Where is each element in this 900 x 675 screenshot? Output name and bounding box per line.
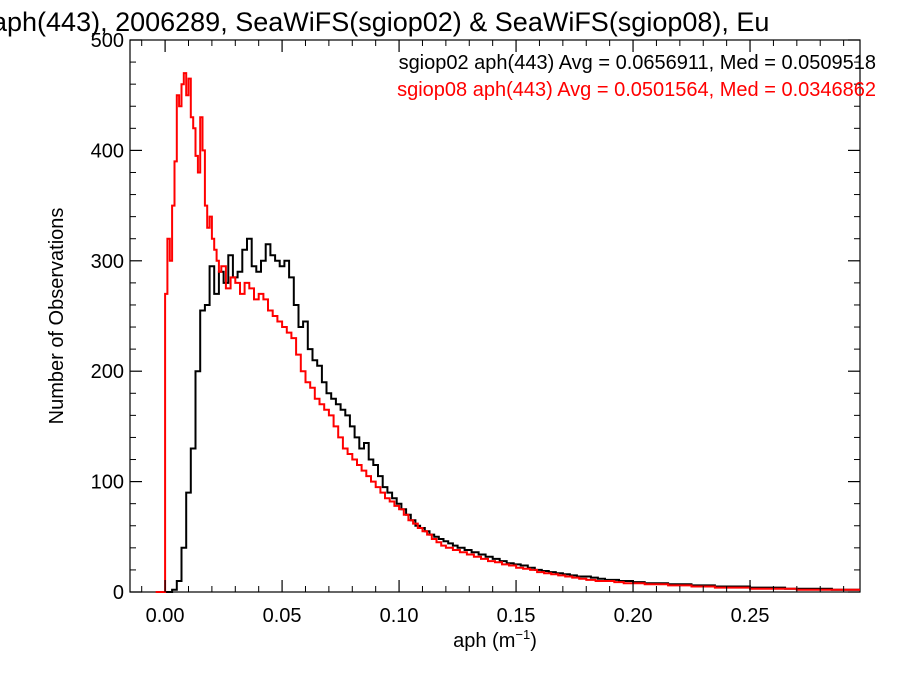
- plot-frame: [129, 39, 861, 593]
- x-axis-label-suffix: ): [530, 630, 537, 652]
- series-layer: [155, 72, 860, 593]
- x-axis-label-exponent: −1: [515, 627, 530, 642]
- x-axis: 0.00 0.05 0.10 0.15 0.20 0.25: [141, 40, 845, 627]
- x-tick-label: 0.25: [731, 605, 770, 627]
- y-tick-label: 500: [91, 30, 124, 52]
- x-axis-label-main: aph (m: [453, 630, 515, 652]
- x-tick-label: 0.15: [497, 605, 536, 627]
- series-line-sgiop08: [155, 72, 860, 593]
- x-tick-label: 0.00: [146, 605, 185, 627]
- legend-entry-sgiop08: sgiop08 aph(443) Avg = 0.0501564, Med = …: [397, 79, 876, 101]
- y-tick-label: 100: [91, 472, 124, 494]
- y-tick-label: 200: [91, 361, 124, 383]
- series-line-sgiop02: [165, 237, 860, 593]
- x-tick-label: 0.05: [263, 605, 302, 627]
- y-tick-label: 300: [91, 251, 124, 273]
- x-tick-label: 0.10: [380, 605, 419, 627]
- legend-entry-sgiop02: sgiop02 aph(443) Avg = 0.0656911, Med = …: [399, 52, 876, 74]
- chart-title: aph(443), 2006289, SeaWiFS(sgiop02) & Se…: [0, 7, 769, 37]
- x-tick-label: 0.20: [614, 605, 653, 627]
- y-tick-label: 400: [91, 140, 124, 162]
- y-axis: 0 100 200 300 400 500: [91, 30, 860, 604]
- y-tick-label: 0: [113, 582, 124, 604]
- x-axis-label: aph (m−1): [453, 627, 537, 652]
- y-axis-label: Number of Observations: [46, 208, 68, 425]
